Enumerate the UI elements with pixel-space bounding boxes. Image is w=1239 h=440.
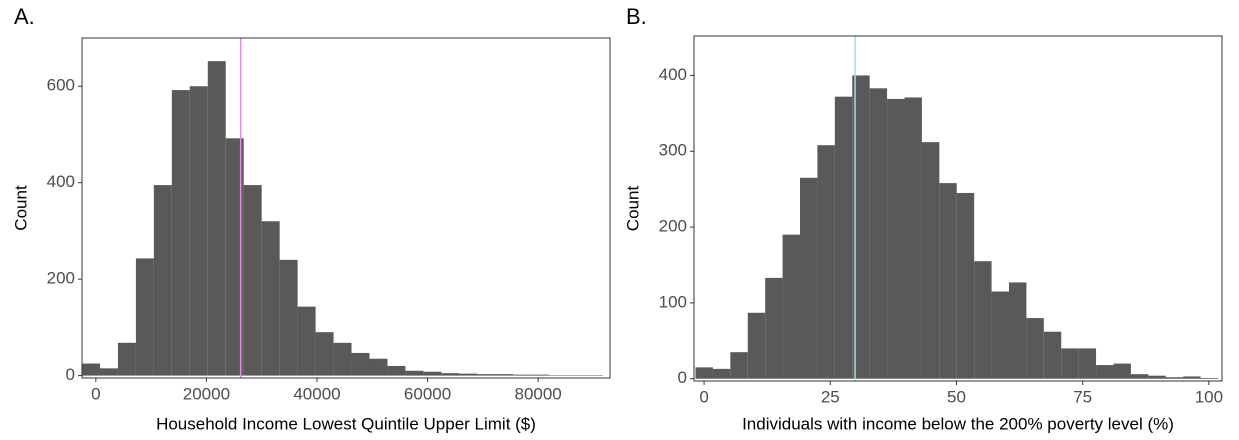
- bar: [747, 312, 766, 379]
- y-axis-title: Count: [623, 186, 642, 232]
- bar: [117, 342, 136, 376]
- x-tick-label: 40000: [293, 384, 340, 403]
- y-tick-label: 600: [47, 76, 75, 95]
- bar: [1130, 374, 1149, 379]
- bar: [852, 75, 870, 379]
- y-tick-label: 0: [678, 368, 687, 387]
- bar: [423, 371, 442, 376]
- panel-label: B.: [626, 4, 647, 29]
- bar: [1026, 318, 1044, 379]
- y-tick-label: 400: [659, 65, 687, 84]
- bar: [369, 358, 388, 376]
- y-tick-label: 400: [47, 172, 75, 191]
- bar: [225, 138, 244, 376]
- bar: [1096, 365, 1114, 379]
- x-tick-label: 0: [91, 384, 100, 403]
- x-tick-label: 100: [1195, 387, 1223, 406]
- bar: [1200, 377, 1218, 379]
- bar: [782, 234, 801, 379]
- bar: [974, 261, 992, 379]
- bar: [513, 374, 532, 376]
- bar: [800, 177, 818, 379]
- bar: [1078, 348, 1097, 379]
- x-tick-label: 25: [821, 387, 840, 406]
- bar: [477, 374, 496, 376]
- bar: [459, 373, 478, 376]
- bar: [135, 258, 154, 376]
- bar: [531, 374, 550, 376]
- bar: [1061, 348, 1079, 379]
- bar: [1043, 331, 1062, 379]
- bar: [405, 370, 424, 376]
- bar: [939, 183, 957, 379]
- y-tick-label: 300: [659, 141, 687, 160]
- bar: [1113, 363, 1131, 379]
- bar: [1165, 377, 1184, 379]
- bar: [869, 88, 888, 379]
- bar: [207, 61, 226, 376]
- bar: [695, 367, 713, 379]
- bar: [82, 363, 100, 376]
- bar: [904, 97, 922, 379]
- x-tick-label: 20000: [183, 384, 230, 403]
- bar: [279, 259, 298, 376]
- x-axis-title: Household Income Lowest Quintile Upper L…: [156, 414, 536, 433]
- plot-frame: [693, 35, 1223, 382]
- bar: [1148, 375, 1166, 379]
- x-tick-label: 80000: [514, 384, 561, 403]
- x-tick-label: 60000: [404, 384, 451, 403]
- x-axis-title: Individuals with income below the 200% p…: [742, 414, 1174, 433]
- bar: [834, 96, 853, 379]
- bar: [351, 352, 370, 376]
- bar: [765, 277, 783, 379]
- bar: [153, 185, 172, 376]
- bar: [189, 86, 208, 376]
- bar: [99, 368, 118, 376]
- bar: [956, 192, 975, 379]
- bar: [315, 332, 334, 376]
- bar: [495, 374, 514, 376]
- plot-frame: [81, 37, 611, 379]
- bar: [1008, 282, 1027, 379]
- bar: [921, 142, 940, 379]
- bar: [991, 291, 1009, 379]
- bar: [712, 368, 731, 379]
- x-tick-label: 50: [947, 387, 966, 406]
- bar: [387, 365, 406, 376]
- bar: [441, 373, 460, 376]
- panel-label: A.: [14, 4, 35, 29]
- y-tick-label: 0: [66, 365, 75, 384]
- bar: [1183, 376, 1201, 379]
- y-axis-title: Count: [11, 185, 30, 231]
- bar: [887, 98, 905, 379]
- y-tick-label: 100: [659, 292, 687, 311]
- bar: [333, 342, 352, 376]
- x-tick-label: 0: [699, 387, 708, 406]
- y-tick-label: 200: [659, 217, 687, 236]
- x-tick-label: 75: [1073, 387, 1092, 406]
- bar: [817, 145, 835, 379]
- bar: [261, 221, 280, 376]
- bar: [730, 352, 748, 379]
- bar: [243, 185, 262, 376]
- bar: [297, 306, 316, 376]
- bar: [171, 90, 190, 376]
- y-tick-label: 200: [47, 269, 75, 288]
